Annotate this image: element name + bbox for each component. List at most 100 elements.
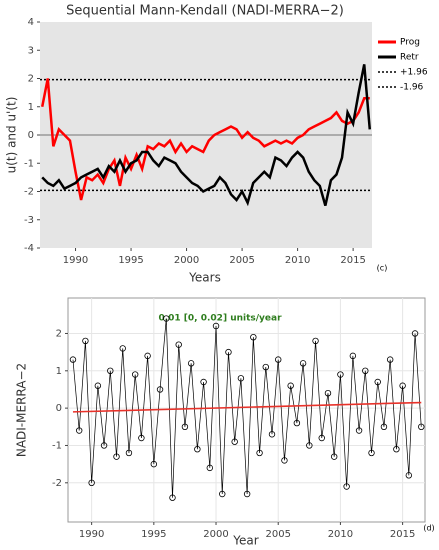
- point: [250, 334, 257, 341]
- y-tick-label: 1: [56, 366, 62, 377]
- connector-line: [72, 318, 422, 498]
- point: [299, 360, 307, 367]
- x-tick-label: 2015: [390, 529, 415, 540]
- point: [75, 427, 83, 434]
- point: [138, 434, 145, 442]
- y-tick-label: 2: [56, 328, 62, 339]
- point: [368, 449, 375, 457]
- point: [206, 464, 214, 472]
- x-tick-label: 1995: [141, 529, 166, 540]
- y-tick-label: 1: [28, 102, 34, 113]
- point: [362, 367, 369, 374]
- point: [219, 490, 226, 498]
- y-tick-label: -3: [24, 215, 34, 226]
- point: [306, 442, 313, 449]
- point: [200, 378, 207, 386]
- point: [268, 431, 276, 438]
- point: [243, 490, 251, 498]
- x-tick-label: 2010: [285, 255, 310, 266]
- point: [380, 423, 388, 430]
- x-tick-label: 1990: [63, 255, 88, 266]
- panel-tag: (c): [377, 264, 388, 273]
- point: [175, 341, 182, 348]
- y-tick-label: -2: [52, 478, 62, 489]
- y-tick-label: -1: [24, 158, 34, 169]
- point: [231, 438, 238, 445]
- point: [281, 457, 288, 464]
- point: [100, 442, 108, 449]
- point: [293, 419, 301, 427]
- series-line: [41, 64, 372, 207]
- point: [194, 446, 201, 453]
- x-tick-label: 2000: [174, 255, 199, 266]
- point: [163, 315, 170, 322]
- y-tick-label: 3: [28, 45, 34, 56]
- x-tick-label: 1995: [118, 255, 143, 266]
- point: [237, 375, 245, 382]
- point: [312, 337, 319, 345]
- x-tick-label: 2015: [340, 255, 365, 266]
- y-tick-label: -2: [24, 187, 34, 198]
- point: [399, 382, 406, 389]
- annotation: 0.01 [0, 0.02] units/year: [158, 314, 282, 324]
- point: [393, 446, 400, 453]
- point: [212, 322, 220, 330]
- point: [181, 423, 189, 430]
- point: [69, 356, 77, 363]
- point: [355, 427, 363, 434]
- legend-label: Prog: [400, 38, 420, 48]
- point: [169, 494, 176, 501]
- point: [187, 360, 195, 367]
- y-tick-label: 2: [28, 74, 34, 85]
- point: [256, 449, 263, 457]
- point: [82, 337, 89, 345]
- point: [262, 363, 269, 371]
- series-line: [40, 78, 370, 201]
- x-tick-label: 2005: [265, 529, 290, 540]
- x-tick-label: 2000: [203, 529, 228, 540]
- point: [144, 352, 151, 360]
- chart-title: Sequential Mann-Kendall (NADI-MERRA−2): [66, 4, 344, 19]
- point: [386, 356, 394, 363]
- point: [94, 382, 102, 389]
- x-tick-label: 1990: [79, 529, 104, 540]
- point: [324, 390, 332, 397]
- point: [107, 367, 114, 374]
- x-tick-label: 2005: [229, 255, 254, 266]
- x-axis-label: Year: [232, 534, 258, 548]
- point: [113, 453, 120, 460]
- trend-line: [72, 401, 422, 413]
- y-tick-label: -4: [24, 243, 34, 254]
- y-tick-label: 0: [56, 403, 62, 414]
- point: [88, 479, 95, 486]
- point: [275, 356, 282, 363]
- y-axis-label: NADI-MERRA−2: [15, 363, 29, 457]
- point: [225, 348, 232, 356]
- legend-label: -1.96: [400, 83, 424, 93]
- point: [131, 371, 139, 378]
- point: [156, 386, 164, 393]
- x-axis-label: Years: [188, 271, 221, 285]
- point: [418, 423, 425, 430]
- point: [411, 330, 419, 337]
- y-axis-label: u(t) and u'(t): [5, 97, 19, 174]
- point: [343, 483, 350, 490]
- point: [330, 453, 338, 460]
- point: [287, 382, 294, 389]
- point: [318, 434, 325, 442]
- point: [337, 371, 344, 378]
- legend-label: Retr: [400, 53, 419, 63]
- y-tick-label: 4: [28, 17, 34, 28]
- point: [405, 472, 413, 479]
- point: [374, 378, 381, 386]
- x-tick-label: 2010: [328, 529, 353, 540]
- y-tick-label: 0: [28, 130, 34, 141]
- point: [125, 449, 133, 457]
- point: [119, 345, 126, 352]
- y-tick-label: -1: [52, 440, 62, 451]
- panel-tag: (d): [423, 524, 434, 533]
- legend-label: +1.96: [400, 68, 428, 78]
- point: [150, 460, 158, 468]
- point: [349, 352, 357, 360]
